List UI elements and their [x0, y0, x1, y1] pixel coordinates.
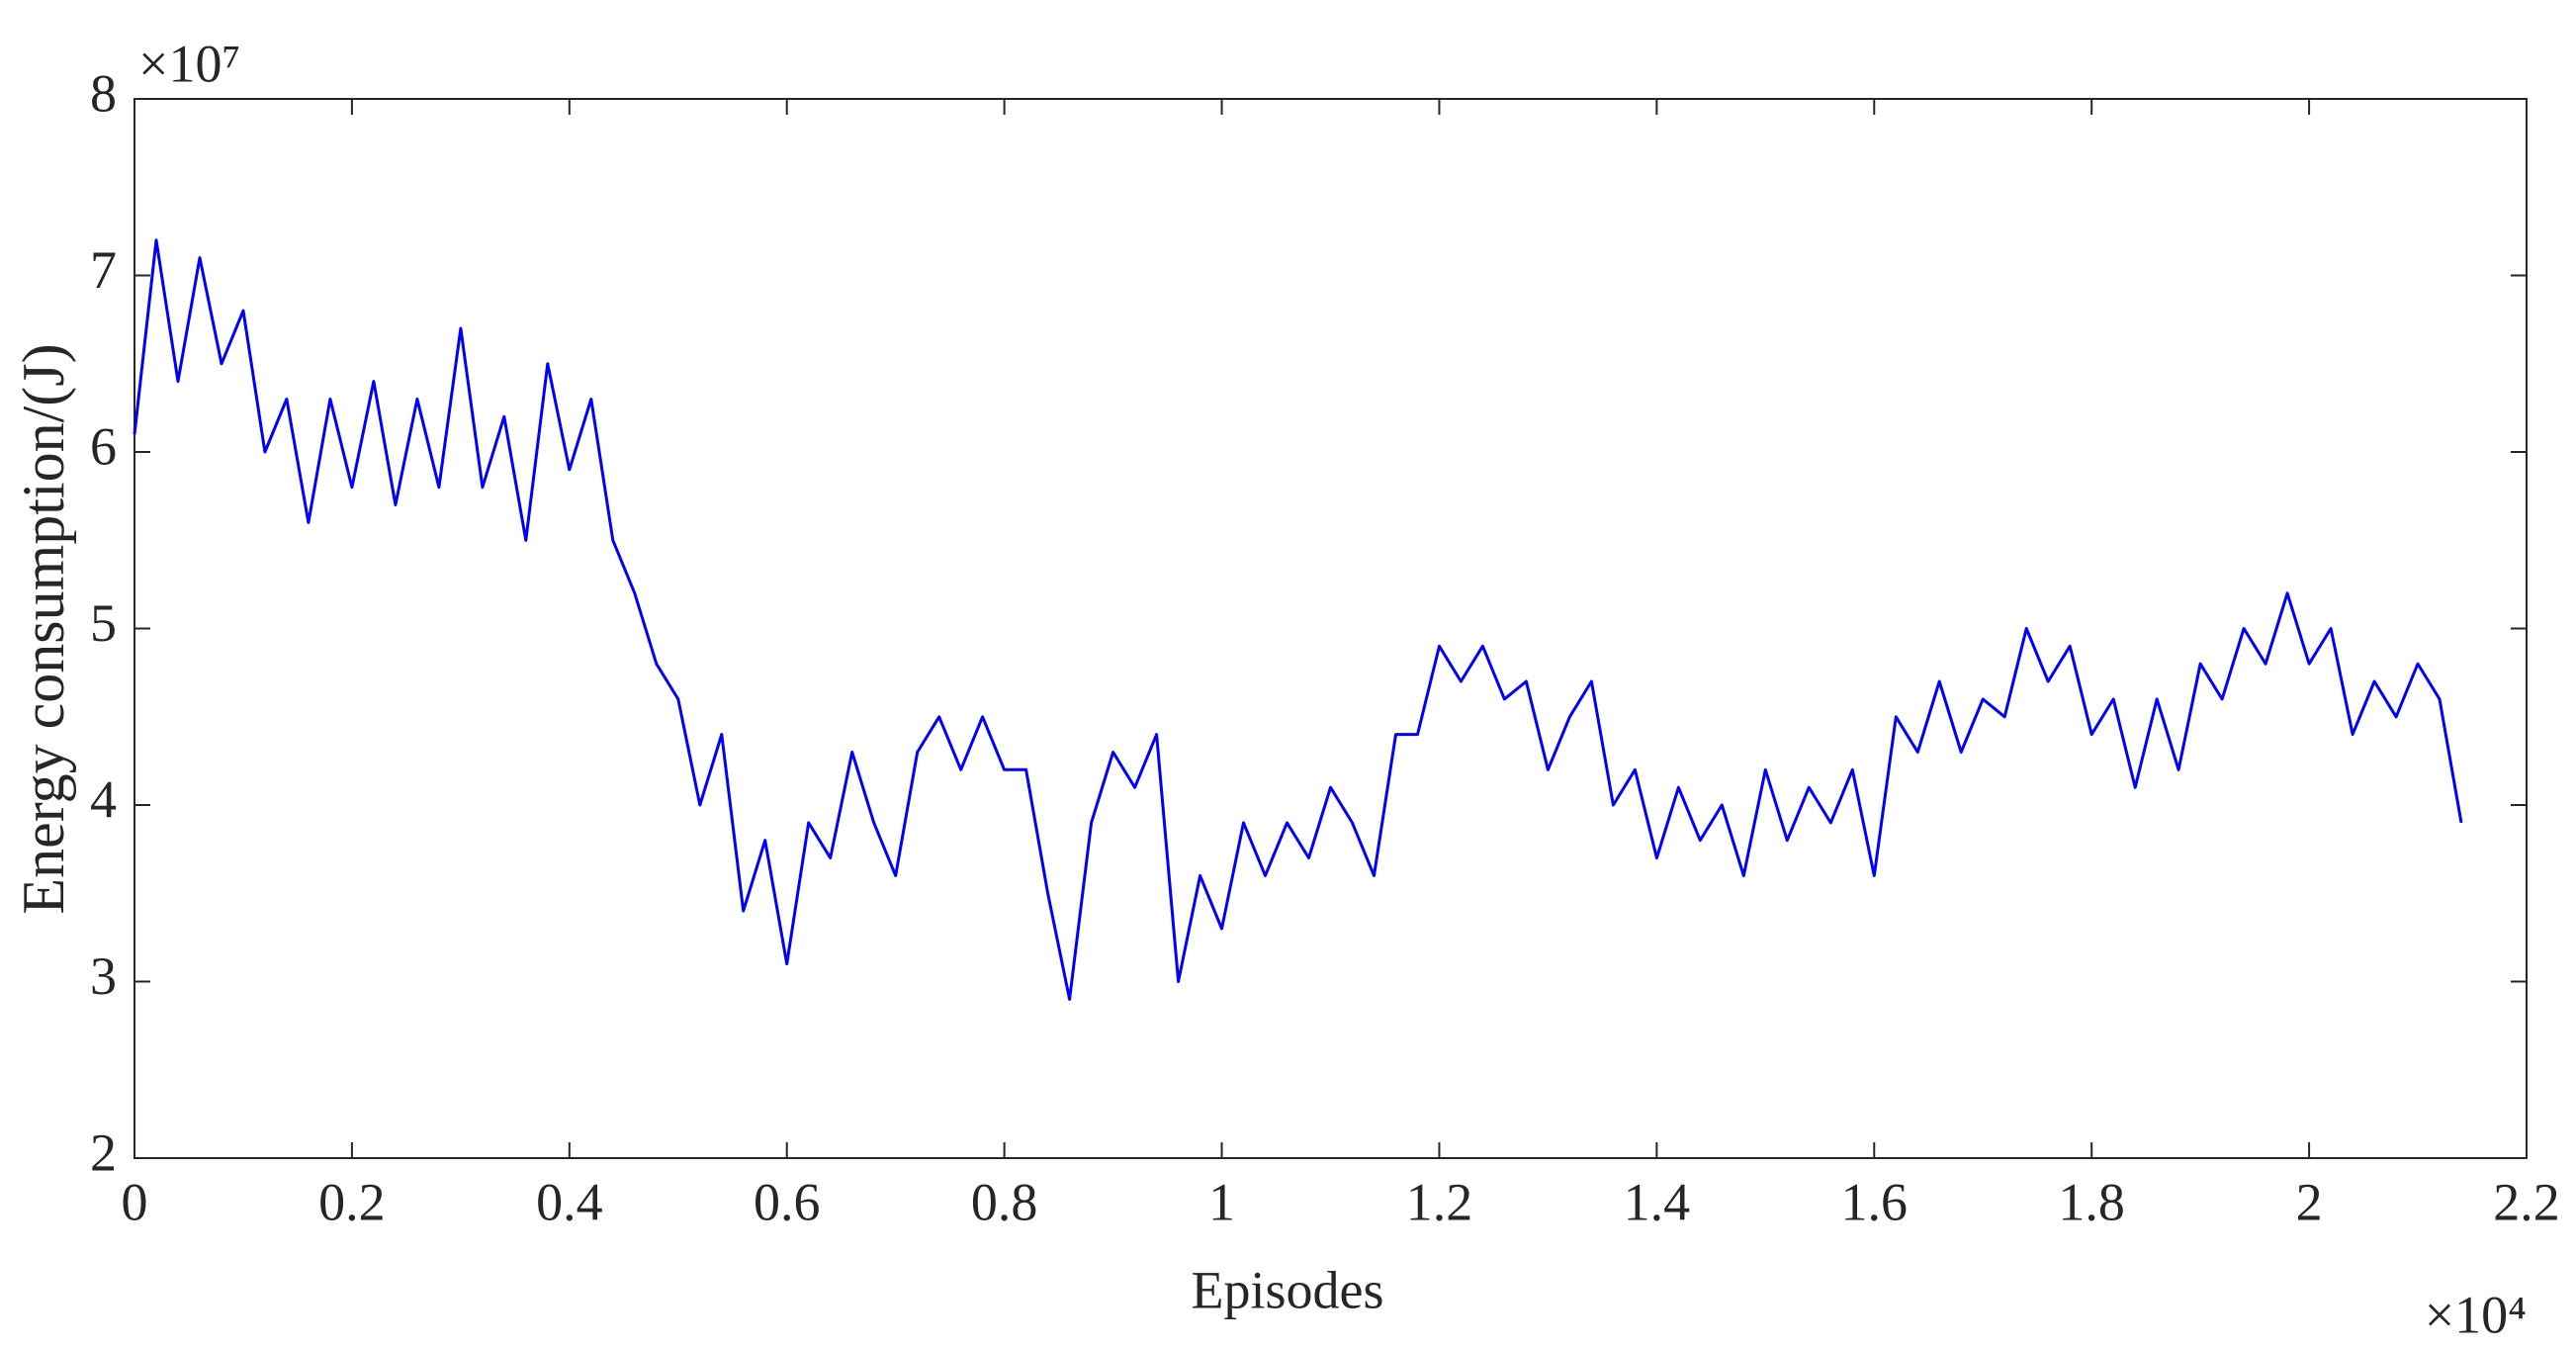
x-tick-label: 1.8 [2058, 1172, 2125, 1231]
x-tick-label: 1.4 [1624, 1172, 1691, 1231]
y-axis-label: Energy consumption/(J) [11, 343, 76, 914]
x-tick-label: 0.6 [754, 1172, 821, 1231]
y-tick-label: 3 [90, 946, 117, 1006]
x-tick-label: 1.2 [1406, 1172, 1473, 1231]
x-tick-label: 2.2 [2493, 1172, 2560, 1231]
x-axis-label: Episodes [1192, 1260, 1384, 1319]
x-tick-label: 1 [1208, 1172, 1235, 1231]
y-tick-label: 5 [90, 593, 117, 653]
plot-box [133, 98, 2528, 1159]
y-tick-label: 4 [90, 769, 117, 829]
y-tick-label: 8 [90, 63, 117, 123]
x-tick-label: 0.8 [971, 1172, 1038, 1231]
y-tick-label: 7 [90, 240, 117, 300]
y-multiplier: ×10⁷ [138, 34, 240, 93]
y-tick-label: 2 [90, 1123, 117, 1182]
x-multiplier: ×10⁴ [2425, 1285, 2527, 1344]
y-tick-label: 6 [90, 416, 117, 476]
x-tick-label: 0.4 [536, 1172, 603, 1231]
x-tick-label: 0.2 [318, 1172, 386, 1231]
x-tick-label: 1.6 [1841, 1172, 1909, 1231]
x-tick-label: 2 [2296, 1172, 2323, 1231]
x-tick-label: 0 [122, 1172, 148, 1231]
data-line [133, 238, 2463, 1001]
